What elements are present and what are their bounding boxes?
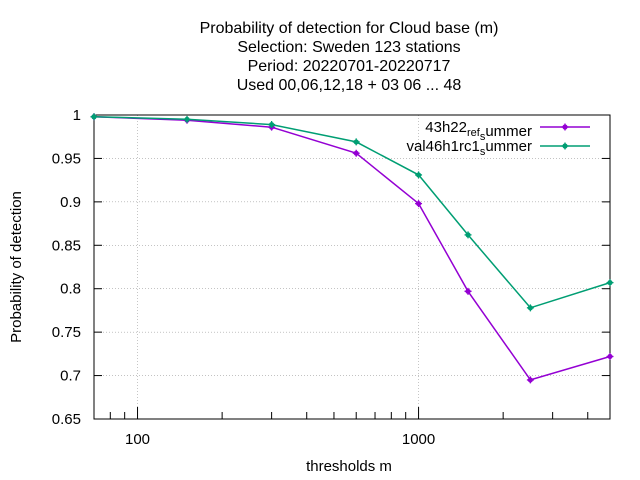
- series-line: [93, 115, 611, 309]
- data-point-cross: [606, 352, 614, 360]
- legend-label-part: ummer: [485, 138, 532, 155]
- data-point-cross: [90, 113, 98, 121]
- chart-title: Probability of detection for Cloud base …: [200, 20, 499, 94]
- data-point-cross: [352, 138, 360, 146]
- legend-label-part: 43h22: [425, 119, 467, 136]
- x-axis-label: thresholds m: [306, 458, 392, 475]
- legend-label-part: val46h1rc1: [406, 138, 479, 155]
- y-tick-label: 0.95: [52, 150, 81, 167]
- data-point-cross: [268, 121, 276, 129]
- legend-label-part: ummer: [485, 123, 532, 140]
- series: [90, 113, 614, 384]
- data-point-cross: [183, 115, 191, 123]
- series-2: [90, 113, 614, 312]
- legend-marker-cross: [561, 142, 569, 150]
- data-point-cross: [352, 149, 360, 157]
- legend-item-1: 43h22refsummer: [425, 119, 590, 143]
- axis-ticks: 0.65 0.7 0.75 0.8 0.85 0.9 0.95 1 100 1000: [52, 107, 610, 448]
- legend-item-2: val46h1rc1summer: [406, 138, 590, 158]
- legend-label-part: ref: [467, 127, 481, 139]
- grid: [94, 115, 610, 419]
- y-tick-label: 0.65: [52, 411, 81, 428]
- legend-label: 43h22refsummer: [425, 119, 532, 143]
- series-line: [93, 115, 611, 381]
- y-tick-label: 0.7: [60, 368, 81, 385]
- y-tick-label: 1: [73, 107, 81, 124]
- data-point-cross: [464, 287, 472, 295]
- series-1: [90, 113, 614, 384]
- data-point-cross: [526, 304, 534, 312]
- data-point-cross: [606, 279, 614, 287]
- y-tick-label: 0.75: [52, 324, 81, 341]
- legend-label-part: s: [480, 131, 486, 143]
- title-line-3: Period: 20220701-20220717: [248, 58, 451, 75]
- title-line-2: Selection: Sweden 123 stations: [237, 39, 460, 56]
- x-tick-label: 1000: [402, 431, 435, 448]
- title-line-4: Used 00,06,12,18 + 03 06 ... 48: [237, 77, 462, 94]
- legend-label-part: s: [480, 146, 486, 158]
- data-point-cross: [415, 200, 423, 208]
- y-axis-label: Probability of detection: [8, 191, 25, 343]
- data-point-cross: [464, 231, 472, 239]
- y-tick-label: 0.85: [52, 237, 81, 254]
- y-tick-label: 0.8: [60, 281, 81, 298]
- plot-frame: [93, 114, 611, 420]
- data-point-cross: [526, 376, 534, 384]
- legend-label: val46h1rc1summer: [406, 138, 532, 158]
- y-tick-label: 0.9: [60, 194, 81, 211]
- data-point-cross: [415, 171, 423, 179]
- x-tick-label: 100: [125, 431, 150, 448]
- title-line-1: Probability of detection for Cloud base …: [200, 20, 499, 37]
- legend-marker-cross: [561, 123, 569, 131]
